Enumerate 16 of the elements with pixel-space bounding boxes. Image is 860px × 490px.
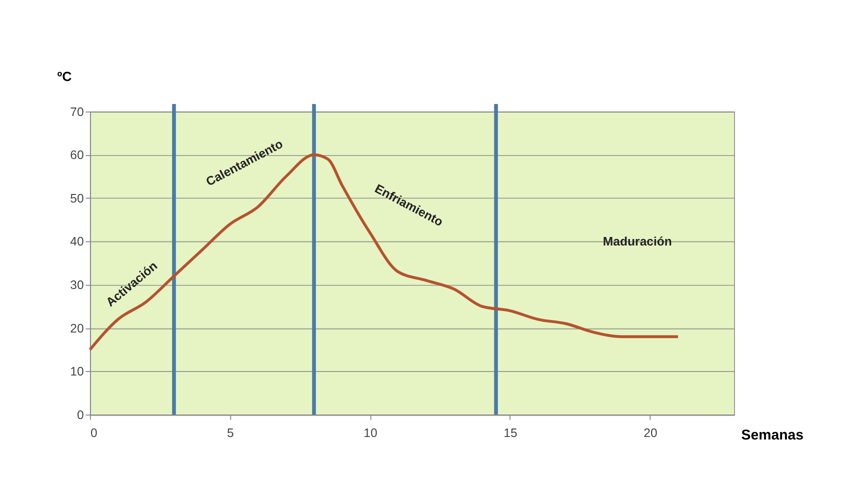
x-tick-label: 0 (90, 426, 98, 440)
y-tick-label: 0 (76, 408, 84, 422)
x-tick-label: 10 (364, 426, 378, 440)
x-axis-title: Semanas (741, 428, 804, 444)
y-tick-label: 50 (70, 191, 84, 206)
y-tick-label: 40 (70, 234, 84, 249)
y-tick-label: 30 (70, 278, 84, 292)
y-tick-label: 70 (70, 104, 84, 119)
y-tick-label: 20 (70, 321, 84, 336)
y-tick-label: 10 (70, 364, 84, 379)
x-tick-label: 20 (644, 426, 658, 440)
x-tick-label: 5 (227, 426, 234, 440)
x-tick-label: 15 (504, 426, 518, 440)
annotation: Maduración (602, 234, 672, 249)
y-tick-label: 60 (70, 148, 84, 162)
y-axis-title: ºC (57, 68, 72, 84)
